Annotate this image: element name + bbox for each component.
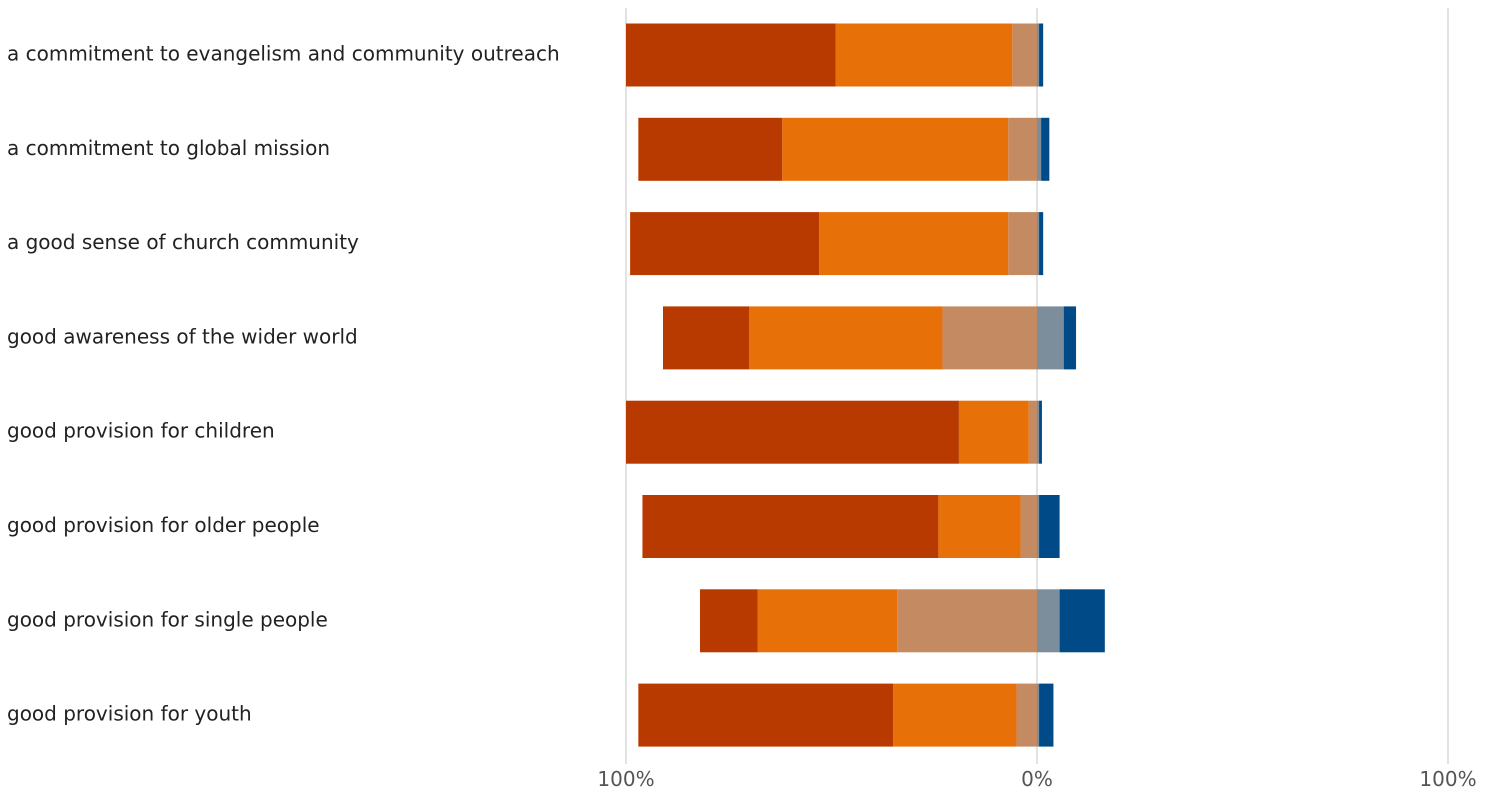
bar-segment: [1037, 495, 1040, 558]
bar-segment: [938, 495, 1021, 558]
bar-segment: [662, 306, 750, 370]
category-label: good provision for single people: [7, 607, 328, 631]
category-label: good awareness of the wider world: [7, 324, 358, 348]
bar-segment: [1041, 117, 1050, 181]
bar-segment: [638, 683, 894, 747]
bar-segment: [835, 23, 1013, 87]
bar-segment: [1037, 117, 1042, 181]
bar-segment: [1008, 212, 1037, 276]
bar-segment: [1037, 400, 1040, 464]
bar-segment: [1016, 683, 1037, 747]
bar-segment: [1039, 495, 1060, 558]
bar-segment: [897, 589, 1037, 653]
x-tick-label: 0%: [1021, 767, 1053, 791]
category-label: a good sense of church community: [7, 230, 359, 254]
bar-segment: [1008, 117, 1037, 181]
bar-segment: [1037, 306, 1064, 370]
bar-segment: [1037, 23, 1040, 87]
bar-segment: [1039, 683, 1054, 747]
x-tick-layer: 100% 0% 100%: [597, 767, 1476, 791]
category-label: good provision for children: [7, 419, 275, 443]
bar-layer: [626, 23, 1105, 747]
bar-segment: [1037, 683, 1040, 747]
bar-segment: [749, 306, 943, 370]
bar-segment: [642, 495, 939, 558]
bar-segment: [893, 683, 1017, 747]
category-label-layer: a commitment to evangelism and community…: [7, 42, 560, 726]
bar-segment: [942, 306, 1037, 370]
bar-segment: [638, 117, 783, 181]
bar-segment: [1012, 23, 1037, 87]
bar-segment: [958, 400, 1029, 464]
bar-segment: [757, 589, 898, 653]
bar-segment: [1063, 306, 1077, 370]
bar-segment: [1037, 212, 1040, 276]
bar-segment: [1020, 495, 1037, 558]
x-tick-label: 100%: [597, 767, 654, 791]
bar-segment: [630, 212, 820, 276]
bar-segment: [1059, 589, 1105, 653]
category-label: good provision for older people: [7, 513, 320, 537]
bar-segment: [1039, 212, 1044, 276]
bar-segment: [626, 400, 959, 464]
bar-segment: [1028, 400, 1037, 464]
bar-segment: [1039, 23, 1044, 87]
category-label: a commitment to global mission: [7, 136, 330, 160]
category-label: a commitment to evangelism and community…: [7, 42, 560, 66]
bar-segment: [699, 589, 758, 653]
bar-segment: [819, 212, 1009, 276]
bar-segment: [1037, 589, 1060, 653]
bar-segment: [626, 23, 836, 87]
bar-segment: [782, 117, 1009, 181]
category-label: good provision for youth: [7, 702, 252, 726]
x-tick-label: 100%: [1419, 767, 1476, 791]
bar-segment: [1039, 400, 1042, 464]
